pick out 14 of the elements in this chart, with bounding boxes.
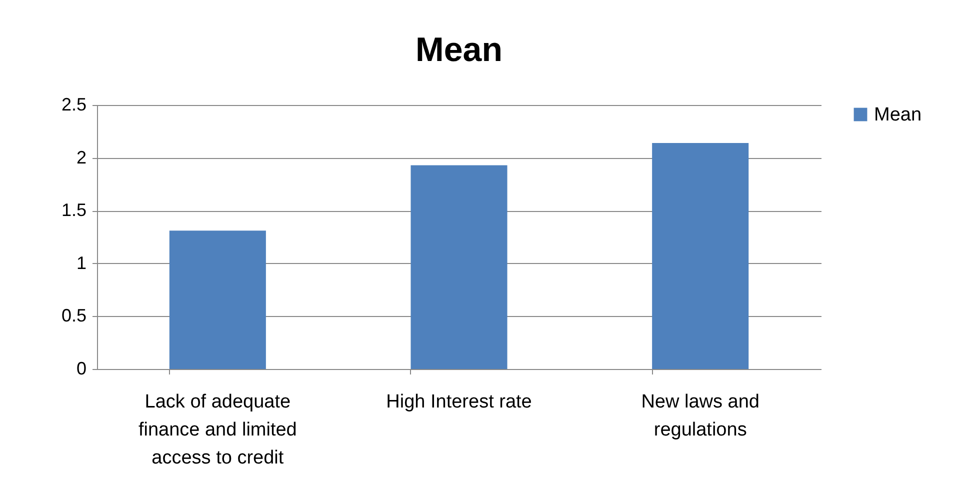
bar (169, 230, 266, 369)
x-tick-label: New laws and regulations (641, 392, 760, 440)
y-tick-label: 2 (76, 147, 86, 168)
legend-label: Mean (874, 104, 922, 126)
bar (410, 165, 508, 369)
bar (652, 143, 749, 369)
y-tick-label: 0.5 (61, 306, 86, 326)
x-tick-label: High Interest rate (386, 392, 532, 412)
x-tick-label: Lack of adequate finance and limited access to credit (138, 392, 297, 468)
y-tick-label: 1.5 (61, 200, 86, 220)
chart-title: Mean (416, 31, 502, 69)
y-tick-label: 1 (76, 252, 86, 273)
y-tick-label: 0 (76, 358, 86, 378)
y-tick-label: 2.5 (61, 94, 86, 114)
